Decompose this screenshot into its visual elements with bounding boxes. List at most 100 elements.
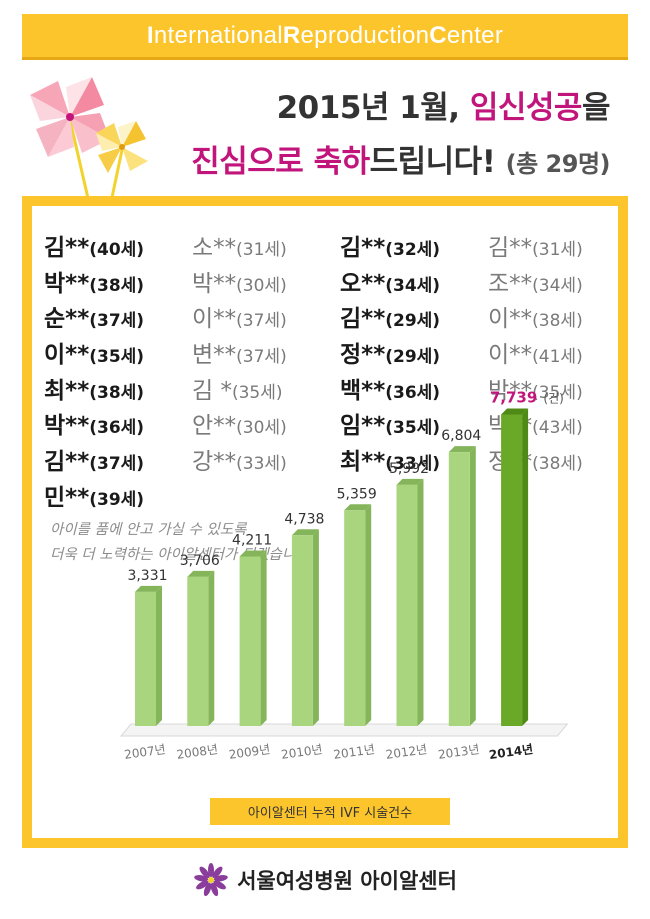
name-entry: 민**(39세): [44, 478, 192, 514]
name-age: (34세): [532, 275, 583, 296]
name-masked: 임**: [340, 413, 386, 440]
name-masked: 김**: [488, 235, 533, 261]
bar-side: [522, 408, 529, 726]
name-entry: 오**(34세): [340, 264, 488, 300]
category-label: 2013년: [437, 742, 480, 762]
name-age: (38세): [532, 454, 583, 475]
name-entry: 박**(38세): [44, 264, 192, 300]
headline-accent-2: 진심으로 축하: [191, 144, 370, 180]
name-masked: 김**: [340, 306, 386, 333]
name-age: (38세): [89, 382, 145, 403]
bar: [396, 484, 418, 726]
name-age: (33세): [236, 454, 287, 475]
name-masked: 박**: [44, 413, 90, 440]
name-entry: 백**(36세): [340, 371, 488, 407]
bar-top: [187, 570, 215, 577]
category-label: 2009년: [228, 742, 271, 762]
header-banner: International Reproduction Center: [22, 14, 628, 60]
name-age: (30세): [236, 418, 287, 439]
headline-line-2: 진심으로 축하드립니다! (총 29명): [191, 144, 611, 180]
ivf-bar-chart: 3,331 2007년 3,706 2008년 4,211 2009년 4,738 2010년…: [119, 389, 569, 762]
name-masked: 순**: [44, 306, 90, 333]
purple-flower-icon: [194, 863, 228, 897]
name-entry: 이**(41세): [488, 335, 636, 371]
name-masked: 박**: [192, 270, 237, 297]
bar-value-label: 5,359: [337, 486, 377, 502]
bar-top: [291, 529, 319, 536]
name-age: (43세): [532, 418, 583, 439]
name-masked: 이**: [192, 306, 237, 333]
bar: [448, 452, 470, 726]
name-masked: 민**: [44, 484, 90, 511]
content-frame: 김**(40세) 소**(31세) 김**(32세) 김**(31세) 박**(38세)…: [22, 196, 628, 848]
name-entry: 김 *(35세): [192, 371, 340, 407]
name-masked: 백**: [340, 377, 386, 404]
name-entry: 조**(34세): [488, 264, 636, 300]
category-label: 2012년: [385, 742, 428, 762]
name-age: (37세): [236, 347, 287, 368]
name-entry: 변**(37세): [192, 335, 340, 371]
name-age: (36세): [385, 382, 441, 403]
name-masked: 오**: [340, 270, 386, 297]
bar: [135, 591, 156, 726]
name-age: (36세): [89, 418, 145, 439]
name-masked: 김**: [340, 235, 386, 261]
name-masked: 최**: [44, 377, 90, 404]
bar-value-label: 3,331: [127, 568, 167, 584]
name-masked: 변**: [192, 342, 237, 369]
name-masked: 이**: [488, 306, 533, 333]
bar-side: [156, 585, 162, 726]
name-entry: 김**(40세): [44, 228, 192, 264]
bar: [187, 576, 209, 726]
name-age: (34세): [385, 275, 441, 296]
name-age: (39세): [89, 489, 145, 510]
total-count: (총 29명): [505, 150, 611, 178]
name-age: (37세): [89, 311, 145, 332]
name-entry: 박**(35세): [488, 371, 636, 407]
category-label: 2014년: [488, 742, 534, 762]
name-entry: 김**(31세): [488, 228, 636, 264]
name-entry: 이**(37세): [192, 299, 340, 335]
name-masked: 박**: [488, 377, 533, 404]
bar-value-label: 4,738: [284, 511, 324, 527]
name-masked: 최**: [340, 449, 386, 476]
name-entry: 김**(29세): [340, 299, 488, 335]
name-masked: 소**: [192, 235, 237, 261]
name-entry: 정**(29세): [340, 335, 488, 371]
banner-part-1: International: [146, 21, 283, 49]
name-masked: 조**: [488, 270, 533, 297]
name-age: (31세): [532, 240, 583, 260]
name-age: (38세): [89, 275, 145, 296]
bar-value-label: 3,706: [180, 553, 220, 569]
name-masked: 정**: [340, 342, 386, 369]
bar-top: [239, 550, 267, 557]
name-entry: 박**(30세): [192, 264, 340, 300]
category-label: 2010년: [280, 742, 323, 762]
bar-side: [208, 570, 215, 726]
bar: [501, 414, 523, 726]
bar-side: [417, 478, 424, 726]
name-age: (35세): [89, 347, 145, 368]
name-masked: 이**: [44, 342, 90, 369]
name-masked: 강**: [192, 449, 237, 476]
name-entry: 소**(31세): [192, 228, 340, 264]
bar-side: [312, 529, 319, 726]
name-entry: 임**(35세): [340, 406, 488, 442]
name-age: (35세): [532, 382, 583, 403]
bar-side: [260, 550, 267, 726]
category-label: 2011년: [333, 742, 376, 762]
name-age: (32세): [385, 240, 441, 260]
bar: [239, 556, 261, 726]
name-entry: 이**(38세): [488, 299, 636, 335]
name-age: (29세): [385, 347, 441, 368]
category-label: 2007년: [123, 742, 166, 762]
name-masked: 김**: [44, 235, 90, 261]
bar: [344, 510, 366, 726]
name-age: (29세): [385, 311, 441, 332]
bar-top: [344, 504, 372, 511]
bar-top: [396, 478, 424, 485]
footer: 서울여성병원 아이알센터: [0, 855, 650, 905]
content-panel: 김**(40세) 소**(31세) 김**(32세) 김**(31세) 박**(38세)…: [32, 206, 618, 838]
name-age: (33세): [385, 454, 441, 475]
chart-title: 아이알센터 누적 IVF 시술건수: [210, 798, 450, 825]
